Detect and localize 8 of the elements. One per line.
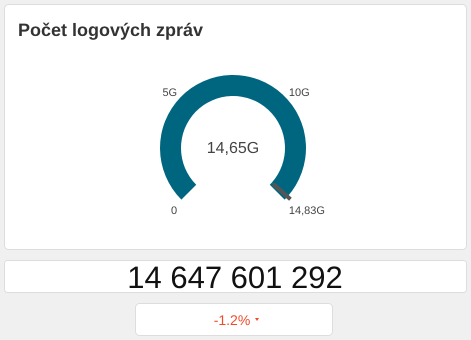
text: 10G — [288, 87, 310, 100]
chart-title: Počet logových zpráv — [18, 20, 204, 40]
text: 0 — [171, 204, 178, 217]
text: 14 647 601 292 — [127, 260, 343, 295]
text: 14,83G — [288, 204, 325, 217]
text: 5G — [162, 87, 178, 100]
text: 14,65G — [206, 140, 260, 157]
text: -1.2% — [214, 312, 250, 328]
